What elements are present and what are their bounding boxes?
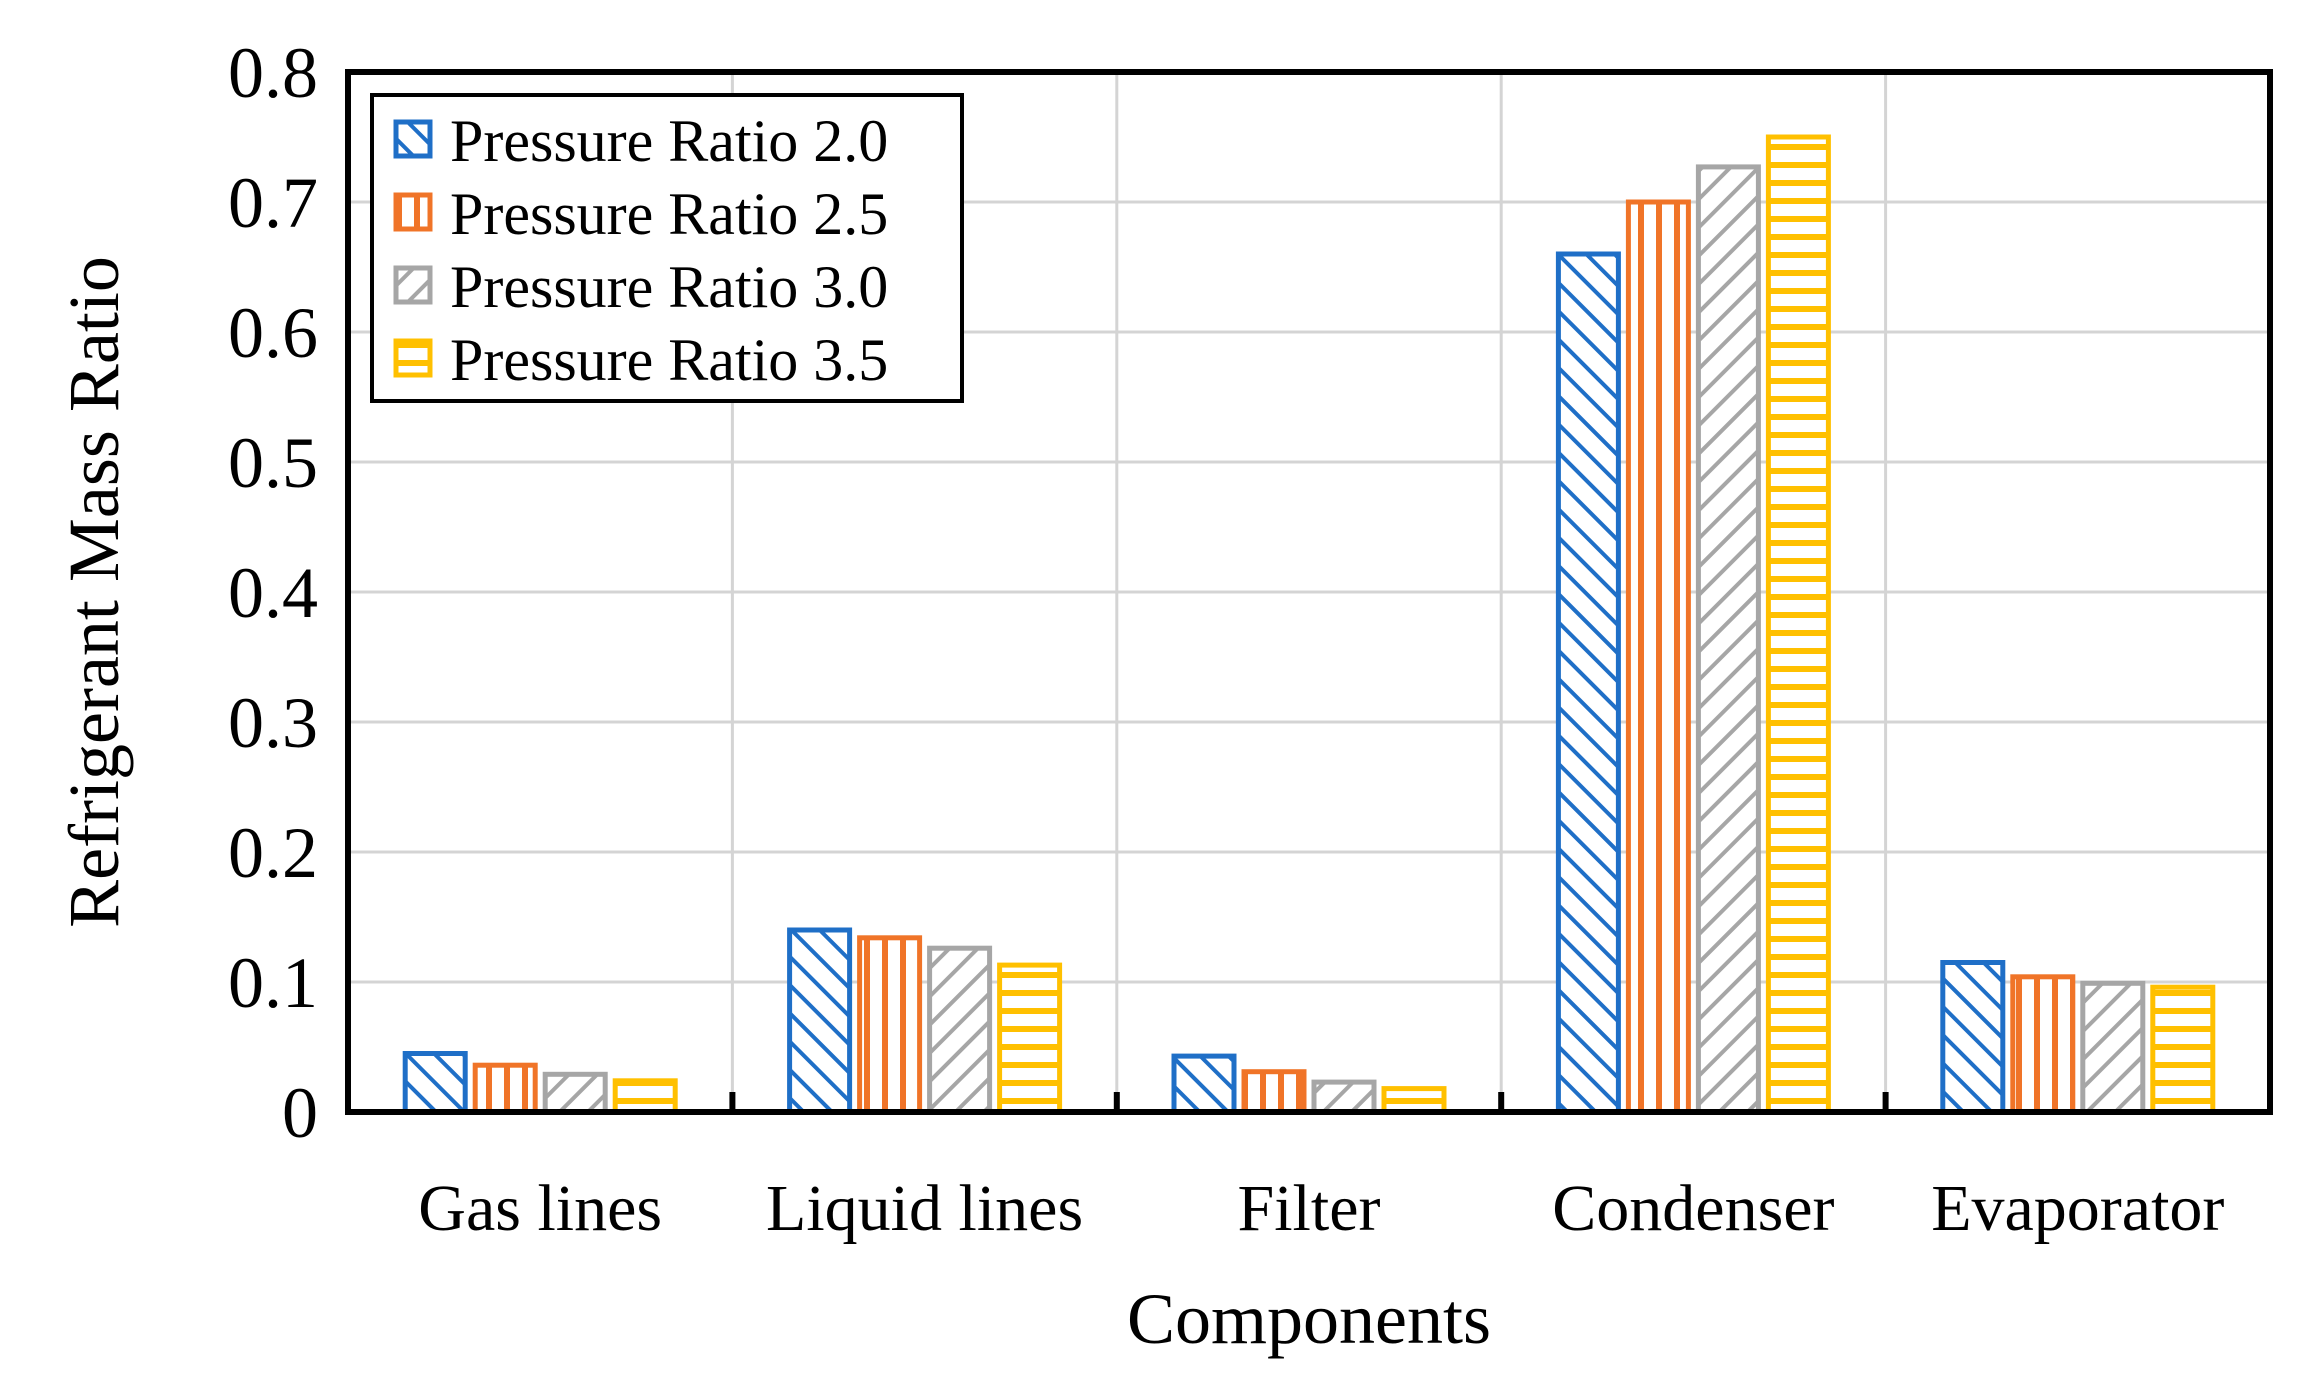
bar-condenser-series-3	[1765, 134, 1831, 1115]
legend-label: Pressure Ratio 3.0	[450, 254, 888, 320]
x-category-label: Gas lines	[418, 1172, 662, 1245]
bar-condenser-series-1	[1625, 199, 1691, 1115]
y-tick-label: 0.7	[228, 163, 318, 243]
x-axis-title: Components	[1127, 1279, 1491, 1359]
bar-filter-series-0	[1171, 1053, 1237, 1115]
legend-box	[370, 93, 964, 403]
x-category-label: Evaporator	[1931, 1172, 2224, 1245]
y-tick-label: 0.3	[228, 683, 318, 763]
bar-filter-series-2	[1311, 1079, 1377, 1115]
legend-label: Pressure Ratio 3.5	[450, 327, 888, 393]
y-tick-label: 0.2	[228, 813, 318, 893]
bar-liquid-lines-series-3	[997, 962, 1063, 1115]
x-category-label: Liquid lines	[766, 1172, 1083, 1245]
legend-swatch	[393, 192, 433, 232]
bar-evaporator-series-1	[2010, 974, 2076, 1115]
x-category-label: Filter	[1238, 1172, 1381, 1245]
axis-ticks	[729, 1092, 1889, 1112]
legend-swatch	[393, 265, 433, 305]
bar-gas-lines-series-3	[612, 1078, 678, 1115]
bar-gas-lines-series-0	[402, 1051, 468, 1115]
axis-labels: 0 0.1 0.2 0.3 0.4 0.5 0.6 0.7 0.8 Gas lines Liquid…	[228, 33, 2224, 1245]
legend-label: Pressure Ratio 2.0	[450, 108, 888, 174]
legend: Pressure Ratio 2.0 Pressure Ratio 2.5 Pres…	[370, 93, 964, 403]
legend-label: Pressure Ratio 2.5	[450, 181, 888, 247]
y-tick-label: 0.8	[228, 33, 318, 113]
y-tick-label: 0.1	[228, 943, 318, 1023]
y-tick-label: 0.4	[228, 553, 318, 633]
legend-swatch	[393, 338, 433, 378]
bar-liquid-lines-series-2	[927, 945, 993, 1115]
bar-filter-series-1	[1241, 1069, 1307, 1115]
plot-frame	[345, 69, 2273, 1115]
legend-swatch	[393, 119, 433, 159]
y-axis-title: Refrigerant Mass Ratio	[54, 256, 134, 928]
bar-gas-lines-series-1	[472, 1062, 538, 1115]
bar-liquid-lines-series-1	[857, 935, 923, 1115]
bar-evaporator-series-0	[1940, 960, 2006, 1115]
y-tick-label: 0.5	[228, 423, 318, 503]
y-tick-label: 0	[282, 1073, 318, 1153]
bar-condenser-series-2	[1695, 164, 1761, 1115]
bar-evaporator-series-3	[2150, 984, 2216, 1115]
bar-evaporator-series-2	[2080, 980, 2146, 1115]
y-tick-label: 0.6	[228, 293, 318, 373]
bar-gas-lines-series-2	[542, 1071, 608, 1115]
bar-condenser-series-0	[1555, 251, 1621, 1115]
x-category-label: Condenser	[1552, 1172, 1834, 1245]
bar-filter-series-3	[1381, 1086, 1447, 1115]
bar-liquid-lines-series-0	[787, 927, 853, 1115]
